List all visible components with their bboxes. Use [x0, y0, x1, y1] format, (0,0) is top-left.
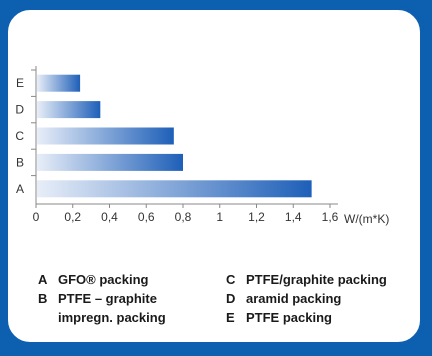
- legend-text: aramid packing: [246, 291, 342, 306]
- legend-text: PTFE – graphite: [58, 291, 157, 306]
- bar-b: [37, 153, 183, 171]
- legend-text: PTFE/graphite packing: [246, 272, 387, 287]
- x-tick-label: 0,2: [64, 210, 81, 224]
- x-tick-label: 1: [216, 210, 223, 224]
- legend-item-a: A GFO® packing: [38, 272, 148, 287]
- x-tick-label: 0: [33, 210, 40, 224]
- x-tick-label: 1,4: [285, 210, 302, 224]
- x-tick-label: 1,6: [322, 210, 339, 224]
- category-label: A: [16, 182, 24, 196]
- category-label: D: [15, 103, 24, 117]
- x-tick-label: 0,8: [175, 210, 192, 224]
- x-tick-label: 0,4: [101, 210, 118, 224]
- bar-a: [37, 180, 312, 198]
- legend-letter: A: [38, 272, 48, 287]
- category-label: C: [15, 129, 24, 143]
- bar-c: [37, 127, 174, 145]
- chart-frame: 0 0,2 0,4 0,6 0,8 1 1,2 1,4 1,6 W/(m*K) A B C D E A GFO…: [4, 6, 424, 346]
- legend-item-b-cont: impregn. packing: [38, 310, 166, 325]
- bar-d: [37, 101, 101, 119]
- legend-letter: E: [226, 310, 235, 325]
- category-label: B: [16, 155, 24, 169]
- legend-text: GFO® packing: [58, 272, 149, 287]
- bars: [37, 74, 312, 198]
- x-axis-label: W/(m*K): [344, 212, 389, 226]
- legend-item-c: C PTFE/graphite packing: [226, 272, 387, 287]
- x-tick-label: 1,2: [248, 210, 265, 224]
- legend-text: impregn. packing: [58, 310, 166, 325]
- category-label: E: [16, 76, 24, 90]
- legend-item-e: E PTFE packing: [226, 310, 332, 325]
- legend-text: PTFE packing: [246, 310, 332, 325]
- legend-letter: C: [226, 272, 236, 287]
- x-tick-label: 0,6: [138, 210, 155, 224]
- axes: [31, 66, 338, 208]
- legend-item-b: B PTFE – graphite: [38, 291, 157, 306]
- legend-letter: B: [38, 291, 48, 306]
- legend-letter: D: [226, 291, 236, 306]
- bar-e: [37, 74, 81, 92]
